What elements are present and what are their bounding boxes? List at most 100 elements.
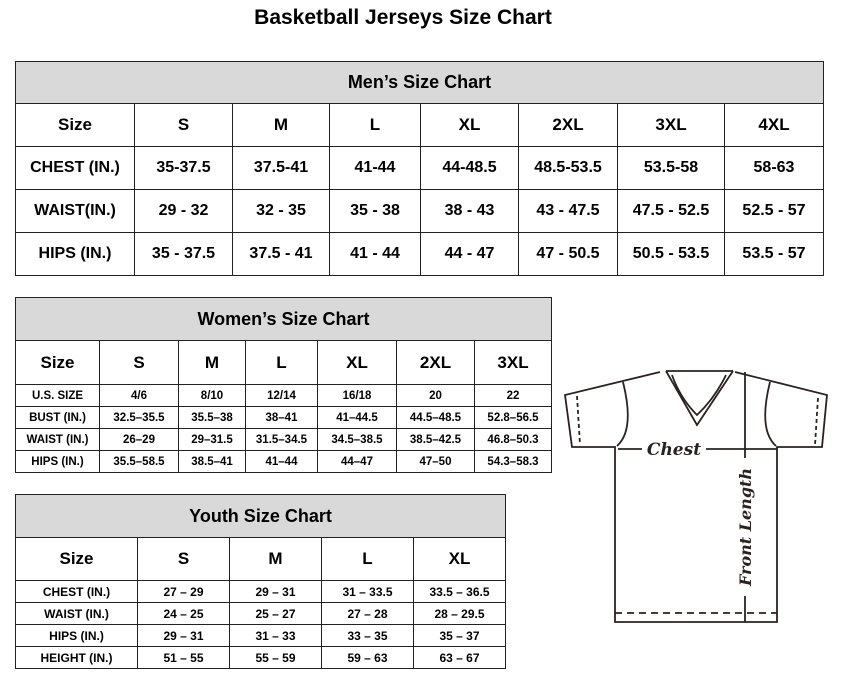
table-cell: 53.5-58	[617, 146, 725, 190]
table-cell: 27 – 28	[321, 602, 414, 625]
row-label: WAIST (IN.)	[15, 602, 138, 625]
table-cell: 29–31.5	[178, 428, 246, 451]
table-cell: 35 – 37	[412, 624, 507, 647]
table-cell: 47–50	[396, 450, 475, 473]
womens-size-table: Women’s Size Chart Size S M L XL 2XL 3XL U.S. S…	[14, 297, 553, 473]
table-cell: 8/10	[178, 384, 246, 407]
table-cell: 55 – 59	[229, 646, 322, 669]
table-cell: 4/6	[99, 384, 179, 407]
womens-table-title: Women’s Size Chart	[14, 297, 553, 341]
table-cell: 44.5–48.5	[396, 406, 475, 429]
table-row: CHEST (IN.) 27 – 29 29 – 31 31 – 33.5 33.5 –…	[15, 580, 507, 603]
table-cell: 29 - 32	[134, 189, 233, 233]
jersey-outline	[563, 370, 828, 623]
row-label: HIPS (IN.)	[15, 450, 100, 473]
table-cell: 43 - 47.5	[518, 189, 618, 233]
table-cell: 37.5-41	[232, 146, 330, 190]
table-row: HIPS (IN.) 29 – 31 31 – 33 33 – 35 35 – 37	[15, 624, 507, 647]
table-cell: 31 – 33.5	[321, 580, 414, 603]
table-cell: 31.5–34.5	[245, 428, 318, 451]
table-cell: 41–44.5	[317, 406, 397, 429]
table-row: U.S. SIZE 4/6 8/10 12/14 16/18 20 22	[15, 384, 553, 407]
jersey-measurement-diagram: Chest Front Length	[563, 370, 828, 623]
table-cell: 20	[396, 384, 475, 407]
column-header: Size	[15, 103, 135, 147]
column-header: S	[137, 537, 230, 581]
table-cell: 33 – 35	[321, 624, 414, 647]
table-cell: 22	[473, 384, 553, 407]
column-header: 3XL	[473, 340, 553, 385]
header-row: Size S M L XL	[15, 537, 507, 581]
column-header: S	[134, 103, 233, 147]
row-label: WAIST (IN.)	[15, 428, 100, 451]
table-row: WAIST(IN.) 29 - 32 32 - 35 35 - 38 38 - 43 43…	[15, 189, 824, 233]
table-cell: 25 – 27	[229, 602, 322, 625]
row-label: CHEST (IN.)	[15, 146, 135, 190]
row-label: CHEST (IN.)	[15, 580, 138, 603]
table-cell: 44-48.5	[420, 146, 519, 190]
table-cell: 33.5 – 36.5	[412, 580, 507, 603]
table-cell: 41–44	[245, 450, 318, 473]
table-cell: 29 – 31	[229, 580, 322, 603]
table-cell: 38–41	[245, 406, 318, 429]
table-cell: 38.5–41	[178, 450, 246, 473]
row-label: HEIGHT (IN.)	[15, 646, 138, 669]
table-cell: 31 – 33	[229, 624, 322, 647]
column-header: Size	[15, 537, 138, 581]
table-cell: 50.5 - 53.5	[617, 232, 725, 276]
table-cell: 16/18	[317, 384, 397, 407]
page-title: Basketball Jerseys Size Chart	[254, 6, 552, 29]
column-header: L	[245, 340, 318, 385]
table-row: HIPS (IN.) 35.5–58.5 38.5–41 41–44 44–47 47–5…	[15, 450, 553, 473]
table-cell: 41 - 44	[329, 232, 421, 276]
table-cell: 51 – 55	[137, 646, 230, 669]
table-cell: 32.5–35.5	[99, 406, 179, 429]
table-cell: 35.5–38	[178, 406, 246, 429]
table-row: BUST (IN.) 32.5–35.5 35.5–38 38–41 41–44.5 44…	[15, 406, 553, 429]
table-cell: 47 - 50.5	[518, 232, 618, 276]
row-label: HIPS (IN.)	[15, 232, 135, 276]
column-header: 3XL	[617, 103, 725, 147]
table-cell: 12/14	[245, 384, 318, 407]
column-header: XL	[317, 340, 397, 385]
youth-size-table: Youth Size Chart Size S M L XL CHEST (IN.) 27 …	[14, 494, 507, 669]
table-cell: 41-44	[329, 146, 421, 190]
table-cell: 59 – 63	[321, 646, 414, 669]
table-cell: 38 - 43	[420, 189, 519, 233]
table-cell: 52.8–56.5	[473, 406, 553, 429]
table-row: CHEST (IN.) 35-37.5 37.5-41 41-44 44-48.5 48.…	[15, 146, 824, 190]
table-row: WAIST (IN.) 26–29 29–31.5 31.5–34.5 34.5–38.…	[15, 428, 553, 451]
table-cell: 53.5 - 57	[724, 232, 824, 276]
column-header: XL	[412, 537, 507, 581]
column-header: M	[232, 103, 330, 147]
row-label: WAIST(IN.)	[15, 189, 135, 233]
chest-label: Chest	[647, 440, 701, 460]
table-cell: 52.5 - 57	[724, 189, 824, 233]
mens-table-title: Men’s Size Chart	[15, 61, 824, 104]
table-cell: 27 – 29	[137, 580, 230, 603]
table-cell: 35 - 38	[329, 189, 421, 233]
mens-size-table: Men’s Size Chart Size S M L XL 2XL 3XL 4XL CHEST…	[15, 61, 824, 276]
table-cell: 29 – 31	[137, 624, 230, 647]
header-row: Size S M L XL 2XL 3XL 4XL	[15, 103, 824, 147]
table-row: HIPS (IN.) 35 - 37.5 37.5 - 41 41 - 44 44 - …	[15, 232, 824, 276]
table-cell: 63 – 67	[412, 646, 507, 669]
column-header: L	[329, 103, 421, 147]
table-cell: 35 - 37.5	[134, 232, 233, 276]
column-header: M	[178, 340, 246, 385]
row-label: HIPS (IN.)	[15, 624, 138, 647]
table-cell: 58-63	[724, 146, 824, 190]
front-length-label: Front Length	[736, 468, 755, 587]
table-cell: 34.5–38.5	[317, 428, 397, 451]
column-header: XL	[420, 103, 519, 147]
column-header: 4XL	[724, 103, 824, 147]
table-cell: 38.5–42.5	[396, 428, 475, 451]
table-cell: 46.8–50.3	[473, 428, 553, 451]
table-row: WAIST (IN.) 24 – 25 25 – 27 27 – 28 28 – 29.…	[15, 602, 507, 625]
table-cell: 37.5 - 41	[232, 232, 330, 276]
column-header: 2XL	[396, 340, 475, 385]
table-cell: 35.5–58.5	[99, 450, 179, 473]
header-row: Size S M L XL 2XL 3XL	[15, 340, 553, 385]
table-cell: 44 - 47	[420, 232, 519, 276]
column-header: S	[99, 340, 179, 385]
